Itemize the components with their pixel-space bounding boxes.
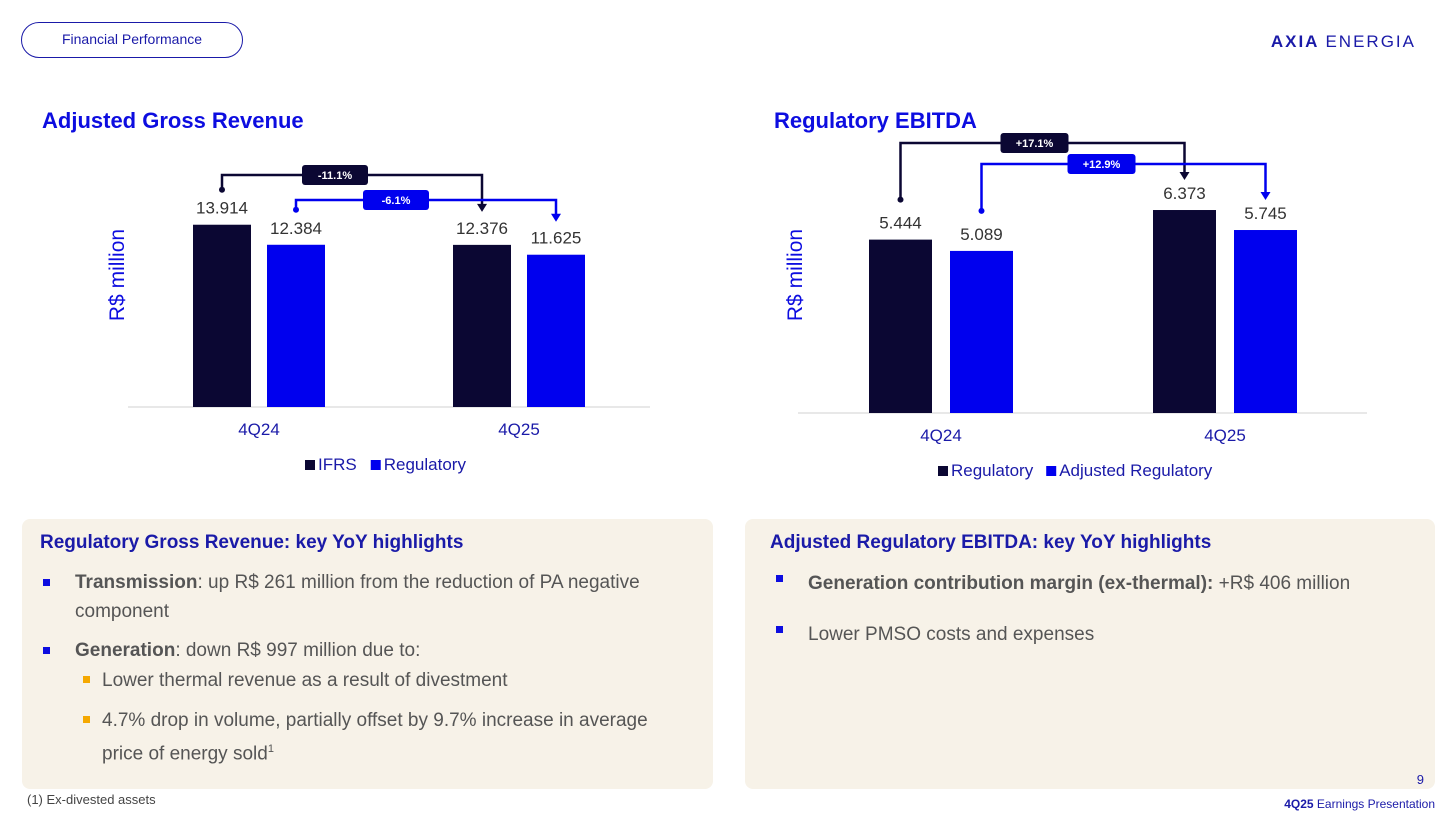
- bullet-pmso-text: Lower PMSO costs and expenses: [808, 624, 1095, 645]
- data-label: 11.625: [531, 229, 582, 248]
- growth-pill: [302, 165, 368, 185]
- growth-percentage: +12.9%: [1083, 159, 1121, 171]
- growth-bracket-dot: [219, 186, 225, 193]
- bullet-generation-margin-label: Generation contribution margin (ex-therm…: [808, 573, 1214, 594]
- bar-adjusted-regulatory-4q25: [1234, 230, 1297, 413]
- bullet-generation-label: Generation: [75, 640, 176, 661]
- sub-bullet-marker: [83, 716, 90, 723]
- gross-revenue-chart: R$ million 13.914 12.376 12.384 11.625 4Q24 4Q…: [106, 165, 650, 474]
- left-panel-title: Regulatory Gross Revenue: key YoY highli…: [40, 532, 464, 553]
- bar-ifrs-4q24: [193, 224, 251, 407]
- data-label: 12.376: [456, 219, 508, 238]
- page-number: 9: [1416, 772, 1424, 787]
- bar-regulatory-4q25: [1153, 210, 1216, 413]
- growth-pill: [1000, 133, 1069, 153]
- growth-bracket-arrow: [1179, 172, 1190, 181]
- bar-adjusted-regulatory-4q24: [950, 250, 1013, 413]
- bullet-generation-text: : down R$ 997 million due to:: [175, 640, 421, 661]
- report-title: Earnings Presentation: [1313, 797, 1435, 811]
- data-label: 13.914: [196, 199, 248, 218]
- category-label: 4Q24: [920, 426, 962, 445]
- bullet-generation: Generation: down R$ 997 million due to:: [43, 636, 675, 665]
- legend-label: Regulatory: [384, 455, 467, 474]
- right-highlights-panel: Adjusted Regulatory EBITDA: key YoY high…: [745, 519, 1435, 789]
- logo-word-axia: AXIA: [1270, 32, 1320, 51]
- bar-ifrs-4q25: [453, 244, 511, 407]
- growth-pill: [1067, 154, 1136, 174]
- chart-title-gross-revenue: Adjusted Gross Revenue: [42, 108, 304, 133]
- growth-bracket-arrow: [477, 203, 487, 212]
- data-label: 5.745: [1244, 204, 1287, 223]
- company-logo: AXIA ENERGIA: [1271, 32, 1416, 52]
- growth-percentage: -11.1%: [318, 170, 352, 182]
- legend-swatch: [938, 466, 948, 476]
- legend-swatch: [305, 460, 315, 470]
- footnote-ref: 1: [267, 743, 274, 755]
- growth-pill: [363, 190, 429, 210]
- growth-bracket-arrow: [551, 213, 561, 222]
- bar-regulatory-4q24: [267, 244, 325, 407]
- growth-bracket-arrow: [1260, 192, 1271, 201]
- bullet-generation-margin: Generation contribution margin (ex-therm…: [776, 569, 1428, 598]
- logo-word-energia: ENERGIA: [1325, 32, 1416, 51]
- sub-bullet-thermal: Lower thermal revenue as a result of div…: [83, 666, 682, 695]
- sub-bullet-volume-text: 4.7% drop in volume, partially offset by…: [102, 710, 648, 765]
- category-label: 4Q24: [238, 420, 280, 439]
- chart-title-regulatory-ebitda: Regulatory EBITDA: [774, 108, 977, 133]
- bullet-marker: [43, 579, 50, 586]
- growth-bracket-dot: [293, 206, 299, 213]
- legend-label: IFRS: [318, 455, 357, 474]
- growth-bracket-dot: [897, 196, 904, 203]
- right-panel-title: Adjusted Regulatory EBITDA: key YoY high…: [770, 532, 1212, 553]
- bullet-transmission: Transmission: up R$ 261 million from the…: [43, 568, 675, 626]
- legend-swatch: [370, 460, 381, 470]
- data-label: 6.373: [1163, 184, 1206, 203]
- section-label: Financial Performance: [21, 22, 243, 58]
- bullet-transmission-label: Transmission: [75, 572, 198, 593]
- sub-bullet-thermal-text: Lower thermal revenue as a result of div…: [102, 670, 508, 691]
- report-name: 4Q25 Earnings Presentation: [1284, 797, 1435, 811]
- growth-percentage: +17.1%: [1016, 138, 1054, 150]
- bullet-marker: [776, 575, 783, 582]
- report-period: 4Q25: [1284, 797, 1314, 811]
- bar-regulatory-4q25: [527, 254, 585, 407]
- growth-bracket-dot: [978, 207, 985, 214]
- category-label: 4Q25: [1204, 426, 1246, 445]
- data-label: 5.444: [879, 214, 922, 233]
- left-highlights-panel: Regulatory Gross Revenue: key YoY highli…: [22, 519, 713, 789]
- bullet-marker: [43, 647, 50, 654]
- y-axis-label: R$ million: [106, 229, 129, 321]
- legend-swatch: [1046, 466, 1057, 476]
- growth-percentage: -6.1%: [382, 195, 411, 207]
- sub-bullet-volume: 4.7% drop in volume, partially offset by…: [83, 706, 662, 768]
- legend-label: Regulatory: [951, 461, 1034, 480]
- data-label: 5.089: [960, 225, 1003, 244]
- y-axis-label: R$ million: [784, 229, 807, 321]
- regulatory-ebitda-chart: R$ million 5.444 6.373 5.089 5.745 4Q24 4Q25 +1…: [784, 133, 1367, 480]
- bullet-marker: [776, 626, 783, 633]
- footnote: (1) Ex-divested assets: [27, 792, 156, 807]
- bullet-generation-margin-text: +R$ 406 million: [1213, 573, 1351, 594]
- data-label: 12.384: [270, 219, 322, 238]
- bar-regulatory-4q24: [869, 239, 932, 413]
- sub-bullet-marker: [83, 676, 90, 683]
- bullet-transmission-text: : up R$ 261 million from the reduction o…: [75, 572, 640, 622]
- category-label: 4Q25: [498, 420, 540, 439]
- bullet-pmso: Lower PMSO costs and expenses: [776, 620, 1428, 649]
- legend-label: Adjusted Regulatory: [1059, 461, 1213, 480]
